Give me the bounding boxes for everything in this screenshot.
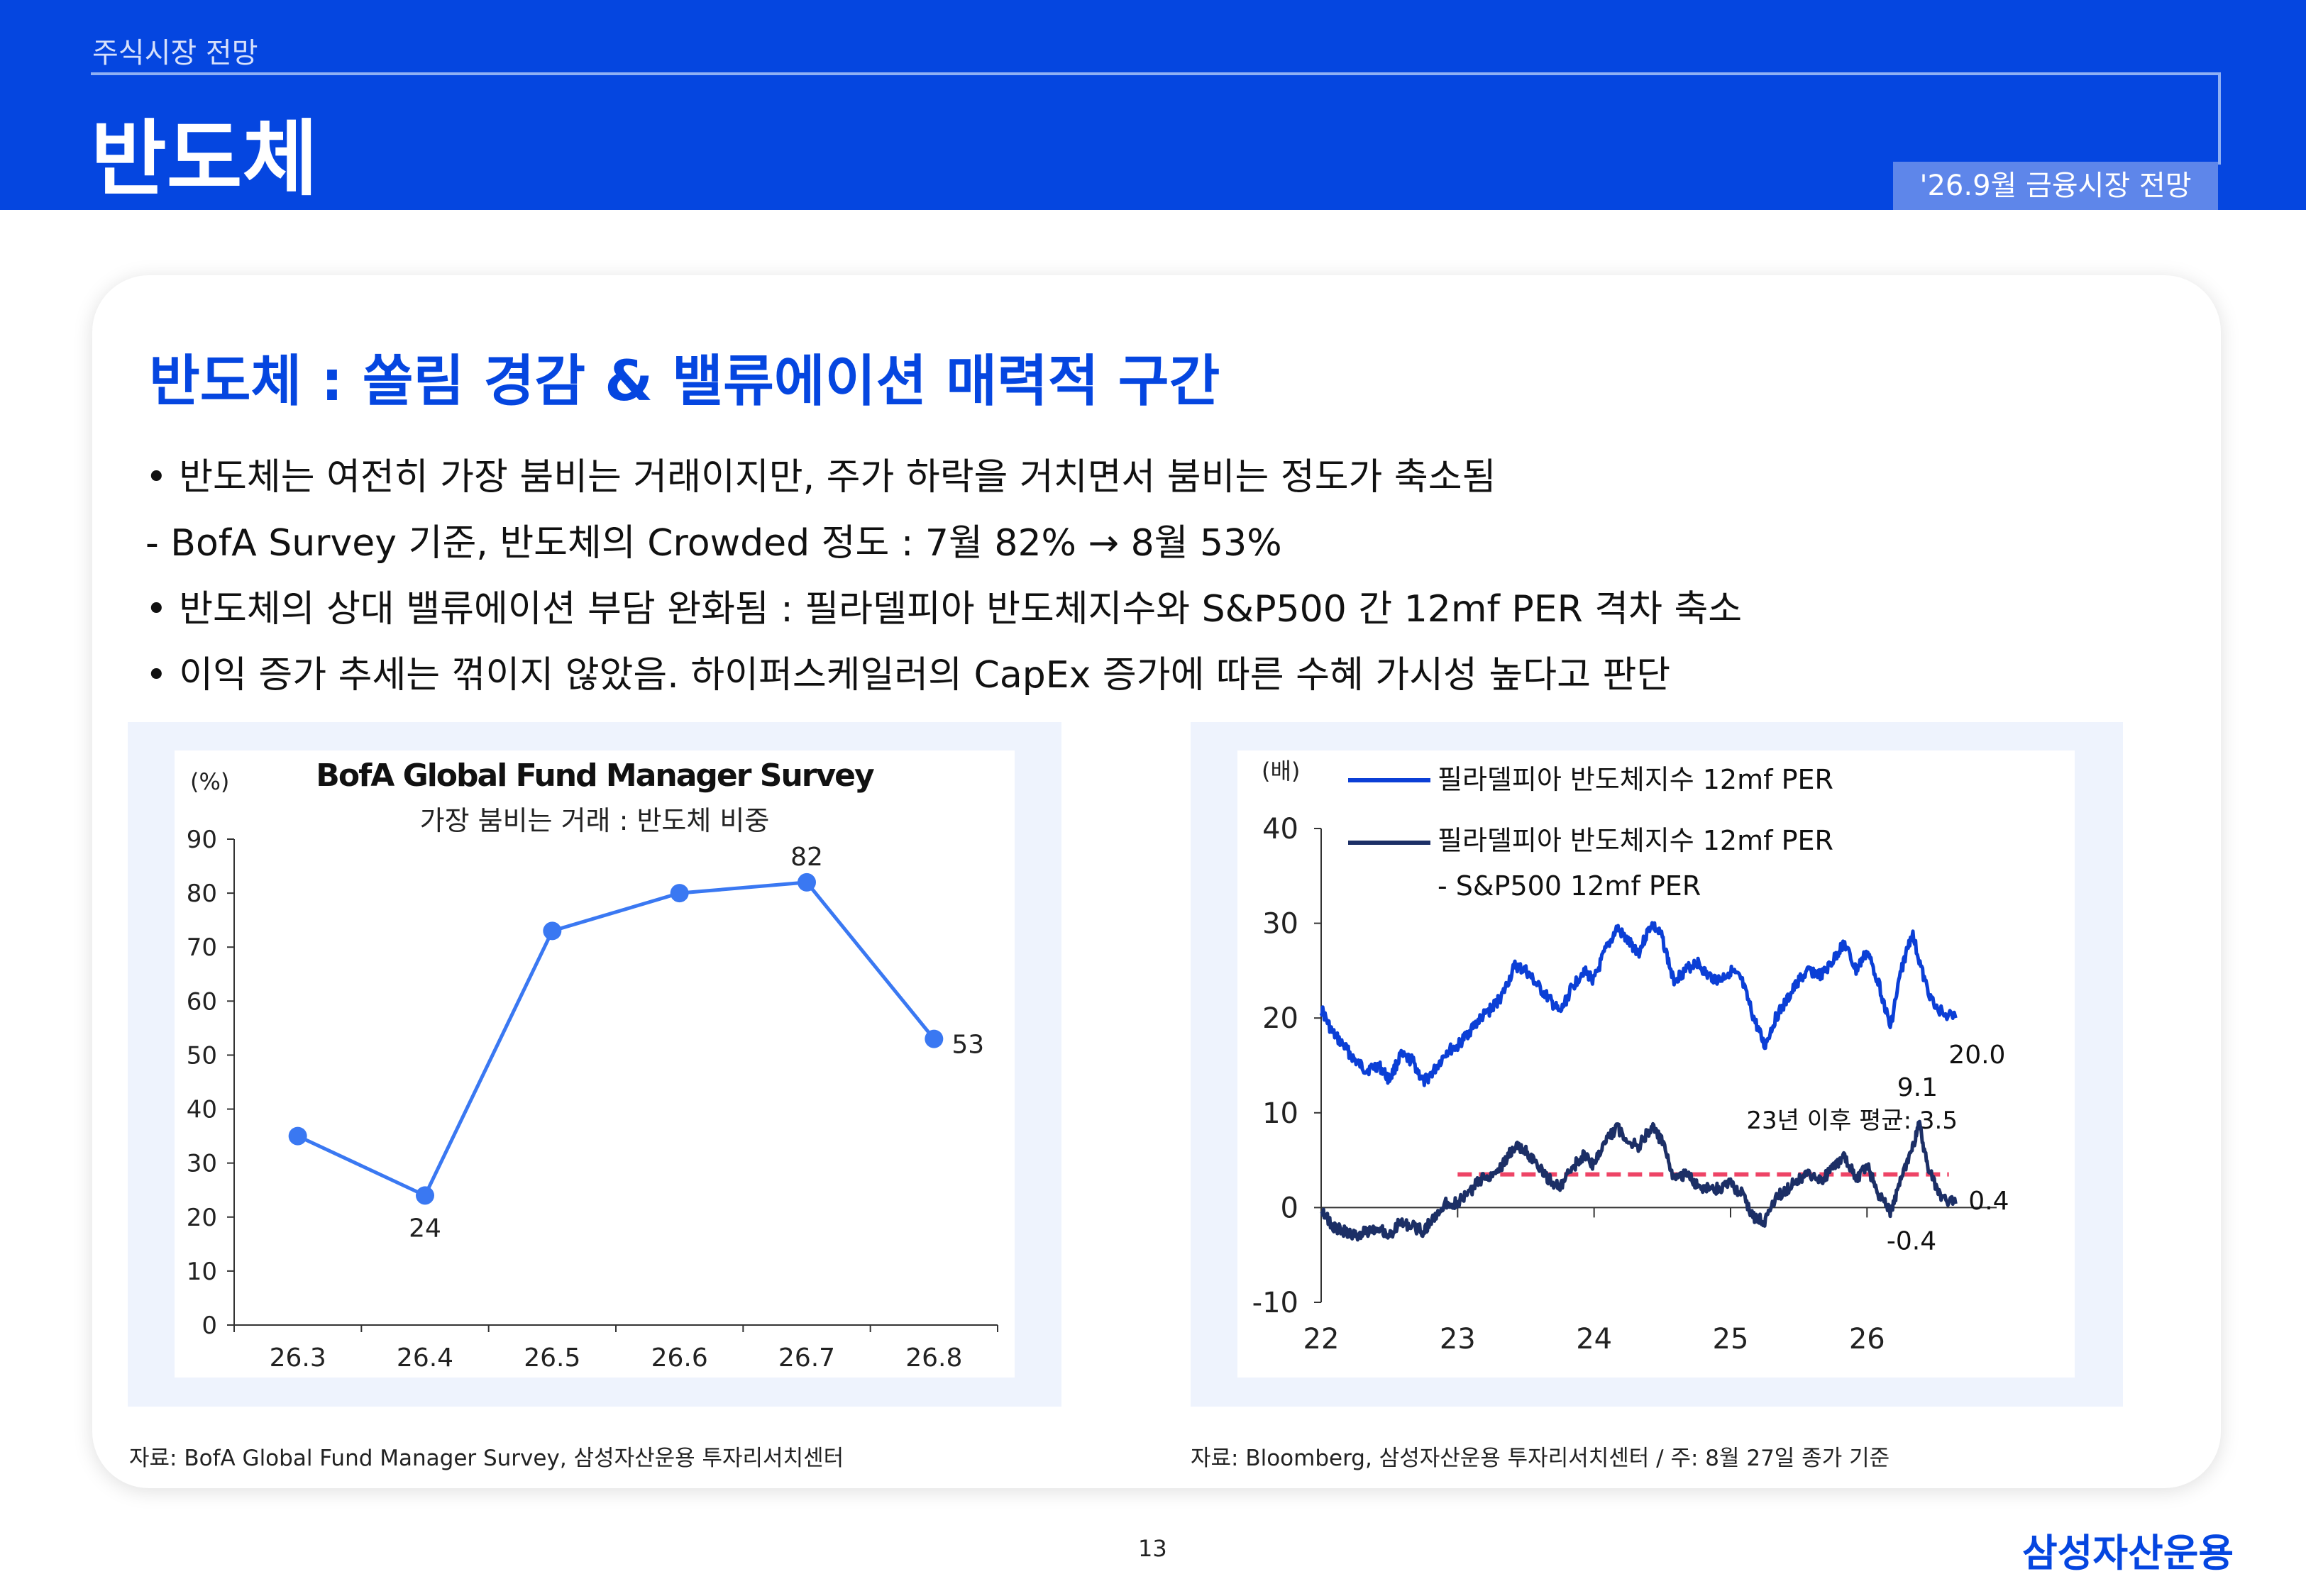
- right-chart-panel: (배) -10 0 10 20 30 40 22 23 24 25 26 필라델피아 반도체지수 12m…: [1191, 722, 2123, 1407]
- data-point: [670, 884, 689, 903]
- chart-subtitle: 가장 붐비는 거래 : 반도체 비중: [420, 805, 770, 836]
- y-tick-label: -10: [1252, 1287, 1298, 1319]
- data-point: [925, 1029, 944, 1048]
- data-point: [288, 1126, 307, 1146]
- header-bar: 주식시장 전망 반도체 '26.9월 금융시장 전망: [0, 0, 2306, 210]
- data-point: [543, 921, 562, 941]
- y-tick-label: 10: [1262, 1097, 1298, 1130]
- left-chart-plot: (%) BofA Global Fund Manager Survey 가장 붐비는…: [175, 750, 1015, 1378]
- y-tick-label: 40: [1262, 813, 1298, 846]
- series-line-per: [1319, 921, 1958, 1087]
- header-rule: [91, 72, 2221, 165]
- chart-title: BofA Global Fund Manager Survey: [316, 758, 874, 794]
- data-point: [416, 1186, 434, 1205]
- page-number: 13: [1138, 1535, 1167, 1562]
- y-tick-label: 10: [187, 1258, 217, 1286]
- average-label: 23년 이후 평균: 3.5: [1746, 1107, 1958, 1135]
- data-point: [798, 872, 816, 892]
- data-label: 53: [951, 1031, 984, 1060]
- page-title: 반도체: [91, 111, 319, 207]
- source-right: 자료: Bloomberg, 삼성자산운용 투자리서치센터 / 주: 8월 27…: [1191, 1446, 1890, 1471]
- data-label: 24: [409, 1214, 441, 1243]
- per-line-chart: (배) -10 0 10 20 30 40 22 23 24 25 26 필라델피아 반도체지수 12m…: [1252, 758, 2009, 1356]
- y-tick-label: 80: [187, 880, 217, 908]
- y-unit-label: (배): [1262, 758, 1300, 785]
- x-tick-label: 26.5: [524, 1343, 580, 1373]
- y-tick-label: 20: [1262, 1002, 1298, 1035]
- x-tick-label: 26.8: [905, 1343, 962, 1373]
- annotation-peak: 9.1: [1897, 1073, 1938, 1102]
- left-chart-panel: (%) BofA Global Fund Manager Survey 가장 붐비는…: [128, 722, 1061, 1407]
- survey-line-chart: (%) BofA Global Fund Manager Survey 가장 붐비는…: [187, 758, 998, 1373]
- source-left: 자료: BofA Global Fund Manager Survey, 삼성자…: [129, 1446, 844, 1471]
- y-tick-label: 40: [187, 1096, 217, 1124]
- end-label-per: 20.0: [1948, 1041, 2005, 1070]
- end-label-gap: 0.4: [1968, 1187, 2009, 1216]
- y-tick-label: 20: [187, 1204, 217, 1232]
- report-tag: '26.9월 금융시장 전망: [1893, 162, 2218, 210]
- x-tick-label: 25: [1713, 1323, 1749, 1356]
- x-tick-label: 26.3: [270, 1343, 326, 1373]
- y-tick-label: 30: [1262, 908, 1298, 941]
- legend-label-per: 필라델피아 반도체지수 12mf PER: [1438, 764, 1833, 795]
- x-tick-label: 26: [1849, 1323, 1885, 1356]
- x-tick-label: 24: [1576, 1323, 1612, 1356]
- breadcrumb: 주식시장 전망: [92, 37, 258, 70]
- x-tick-label: 26.7: [778, 1343, 835, 1373]
- y-tick-label: 0: [1281, 1192, 1298, 1224]
- y-tick-label: 30: [187, 1150, 217, 1178]
- data-label: 82: [790, 843, 823, 872]
- bullet-3: • 이익 증가 추세는 꺾이지 않았음. 하이퍼스케일러의 CapEx 증가에 …: [145, 654, 1671, 697]
- x-tick-label: 26.6: [651, 1343, 708, 1373]
- brand-logo: 삼성자산운용: [2022, 1531, 2234, 1575]
- bullet-1: • 반도체는 여전히 가장 붐비는 거래이지만, 주가 하락을 거치면서 붐비는…: [145, 456, 1496, 499]
- right-chart-plot: (배) -10 0 10 20 30 40 22 23 24 25 26 필라델피아 반도체지수 12m…: [1237, 750, 2075, 1378]
- x-tick-label: 22: [1303, 1323, 1340, 1356]
- series-line-gap: [1320, 1119, 1958, 1242]
- section-heading: 반도체 : 쏠림 경감 & 밸류에이션 매력적 구간: [149, 350, 1220, 414]
- legend-label-gap-line2: - S&P500 12mf PER: [1438, 870, 1701, 902]
- bullet-1-sub: - BofA Survey 기준, 반도체의 Crowded 정도 : 7월 8…: [145, 522, 1282, 565]
- bullet-2: • 반도체의 상대 밸류에이션 부담 완화됨 : 필라델피아 반도체지수와 S&…: [145, 588, 1743, 631]
- annotation-trough: -0.4: [1887, 1227, 1936, 1256]
- legend-label-gap-line1: 필라델피아 반도체지수 12mf PER: [1438, 825, 1833, 856]
- y-tick-label: 60: [187, 987, 217, 1016]
- y-tick-label: 50: [187, 1041, 217, 1070]
- y-unit-label: (%): [190, 768, 229, 795]
- y-tick-label: 0: [202, 1312, 217, 1340]
- y-tick-label: 90: [187, 826, 217, 854]
- y-tick-label: 70: [187, 933, 217, 962]
- series-line: [297, 880, 936, 1198]
- x-tick-label: 23: [1440, 1323, 1476, 1356]
- x-tick-label: 26.4: [397, 1343, 453, 1373]
